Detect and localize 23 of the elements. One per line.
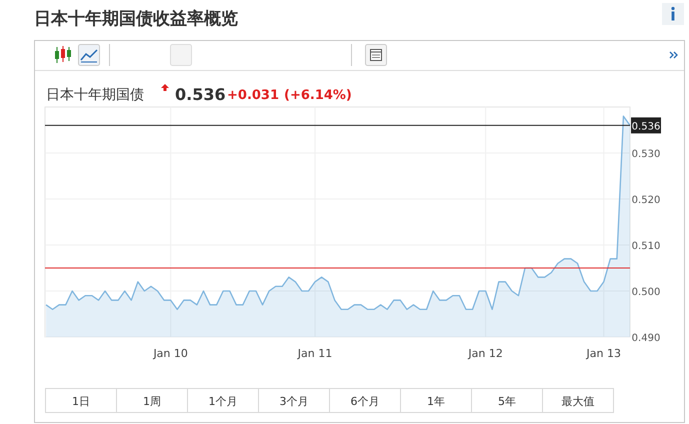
text: 1年	[427, 395, 445, 408]
y-tick-label: 0.520	[632, 195, 660, 206]
text: 6个月	[350, 395, 380, 408]
y-tick-label: 0.500	[632, 287, 660, 298]
text: 日本十年期国债	[46, 87, 144, 103]
x-tick-label: Jan 12	[467, 347, 503, 360]
y-tick-label: 0.530	[632, 149, 660, 160]
text: 5年	[498, 395, 516, 408]
x-tick-label: Jan 10	[152, 347, 188, 360]
x-tick-label: Jan 13	[586, 347, 621, 360]
text: 3个月	[280, 395, 308, 408]
y-tick-label: 0.510	[632, 241, 660, 252]
text: 最大值	[562, 395, 594, 408]
y-tick-label: 0.490	[632, 333, 660, 344]
text: (+6.14%)	[284, 88, 352, 103]
x-tick-label: Jan 11	[296, 347, 332, 360]
chart-title: 日本十年期国债收益率概览	[34, 9, 238, 29]
ref-line-label: 0.536	[632, 121, 660, 132]
text: 1日	[72, 395, 90, 408]
text: 1周	[143, 395, 161, 408]
text: 1个月	[208, 395, 238, 408]
text: +0.031	[227, 88, 280, 103]
text: 0.536	[175, 85, 226, 104]
